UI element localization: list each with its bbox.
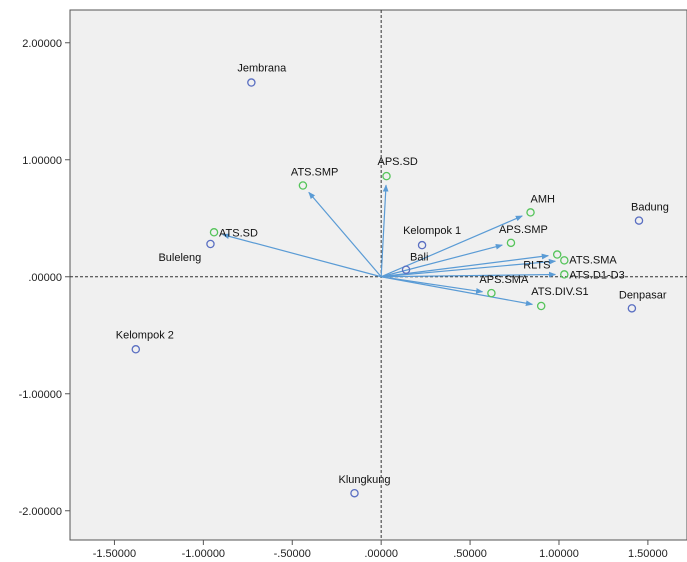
vector-ats-div-s1 — [381, 276, 534, 307]
y-tick-label: -2.00000 — [19, 506, 62, 518]
x-tick-label: .00000 — [364, 548, 398, 560]
label-ats-sma: ATS.SMA — [569, 254, 617, 266]
point-labels: Jembrana Buleleng Kelompok 2 Klungkung Kelom… — [116, 63, 669, 487]
variable-point-amh — [526, 208, 535, 217]
label-ats-div-s1: ATS.DIV.S1 — [531, 286, 588, 298]
label-ats-d1-d3: ATS.D1-D3 — [569, 269, 624, 281]
vector-aps-sd — [380, 184, 389, 277]
label-jembrana: Jembrana — [237, 63, 287, 75]
label-denpasar: Denpasar — [619, 289, 667, 301]
variable-point-ats-d1-d3 — [560, 270, 569, 279]
object-point-denpasar — [627, 304, 637, 313]
object-point-jembrana — [247, 78, 256, 87]
x-tick-label: 1.50000 — [628, 548, 668, 560]
variable-point-ats-smp — [298, 181, 308, 190]
variable-point-aps-sd — [382, 171, 391, 181]
label-ats-smp: ATS.SMP — [291, 166, 338, 178]
x-tick-label: 1.00000 — [539, 548, 579, 560]
x-tick-label: .50000 — [453, 548, 487, 560]
object-point-badung — [634, 216, 644, 225]
object-point-klungkung — [350, 488, 359, 498]
y-tick-label: .00000 — [28, 272, 62, 284]
label-ats-sd: ATS.SD — [219, 227, 258, 239]
vector-ats-d1-d3 — [381, 271, 557, 278]
variable-point-aps-smp — [506, 238, 516, 248]
label-kelompok-2: Kelompok 2 — [116, 329, 174, 341]
y-tick-label: -1.00000 — [19, 389, 62, 401]
plot-area — [69, 9, 687, 541]
variable-point-ats-sd — [209, 228, 219, 237]
x-tick-label: -1.50000 — [93, 548, 136, 560]
label-amh: AMH — [531, 193, 556, 205]
y-tick-label: 2.00000 — [22, 38, 62, 50]
label-aps-smp: APS.SMP — [499, 224, 548, 236]
object-point-kelompok-1 — [417, 240, 427, 250]
label-buleleng: Buleleng — [158, 252, 201, 264]
vector-rlts — [381, 253, 549, 278]
vector-ats-sma — [381, 258, 557, 278]
variable-point-aps-sma — [487, 288, 496, 298]
label-aps-sma: APS.SMA — [479, 274, 529, 286]
vector-ats-smp — [308, 191, 382, 278]
data-points — [131, 78, 644, 498]
y-tick-label: 1.00000 — [22, 155, 62, 167]
label-kelompok-1: Kelompok 1 — [403, 225, 461, 237]
variable-point-ats-sma — [560, 256, 569, 265]
object-point-bali — [401, 265, 411, 274]
variable-point-ats-div-s1 — [536, 301, 546, 311]
vector-ats-sd — [222, 233, 382, 278]
label-rlts: RLTS — [523, 260, 550, 272]
variable-vectors — [222, 184, 557, 307]
object-point-buleleng — [206, 239, 215, 249]
vector-aps-smp — [381, 243, 503, 278]
object-point-kelompok-2 — [131, 345, 141, 354]
variable-point-rlts — [552, 250, 562, 259]
label-klungkung: Klungkung — [338, 474, 390, 486]
x-tick-label: -.50000 — [274, 548, 311, 560]
axes: -1.50000 -1.00000 -.50000 .00000 .50000 1.000… — [19, 38, 668, 560]
label-bali: Bali — [410, 252, 428, 264]
label-badung: Badung — [631, 202, 669, 214]
x-tick-label: -1.00000 — [182, 548, 225, 560]
label-aps-sd: APS.SD — [378, 156, 418, 168]
